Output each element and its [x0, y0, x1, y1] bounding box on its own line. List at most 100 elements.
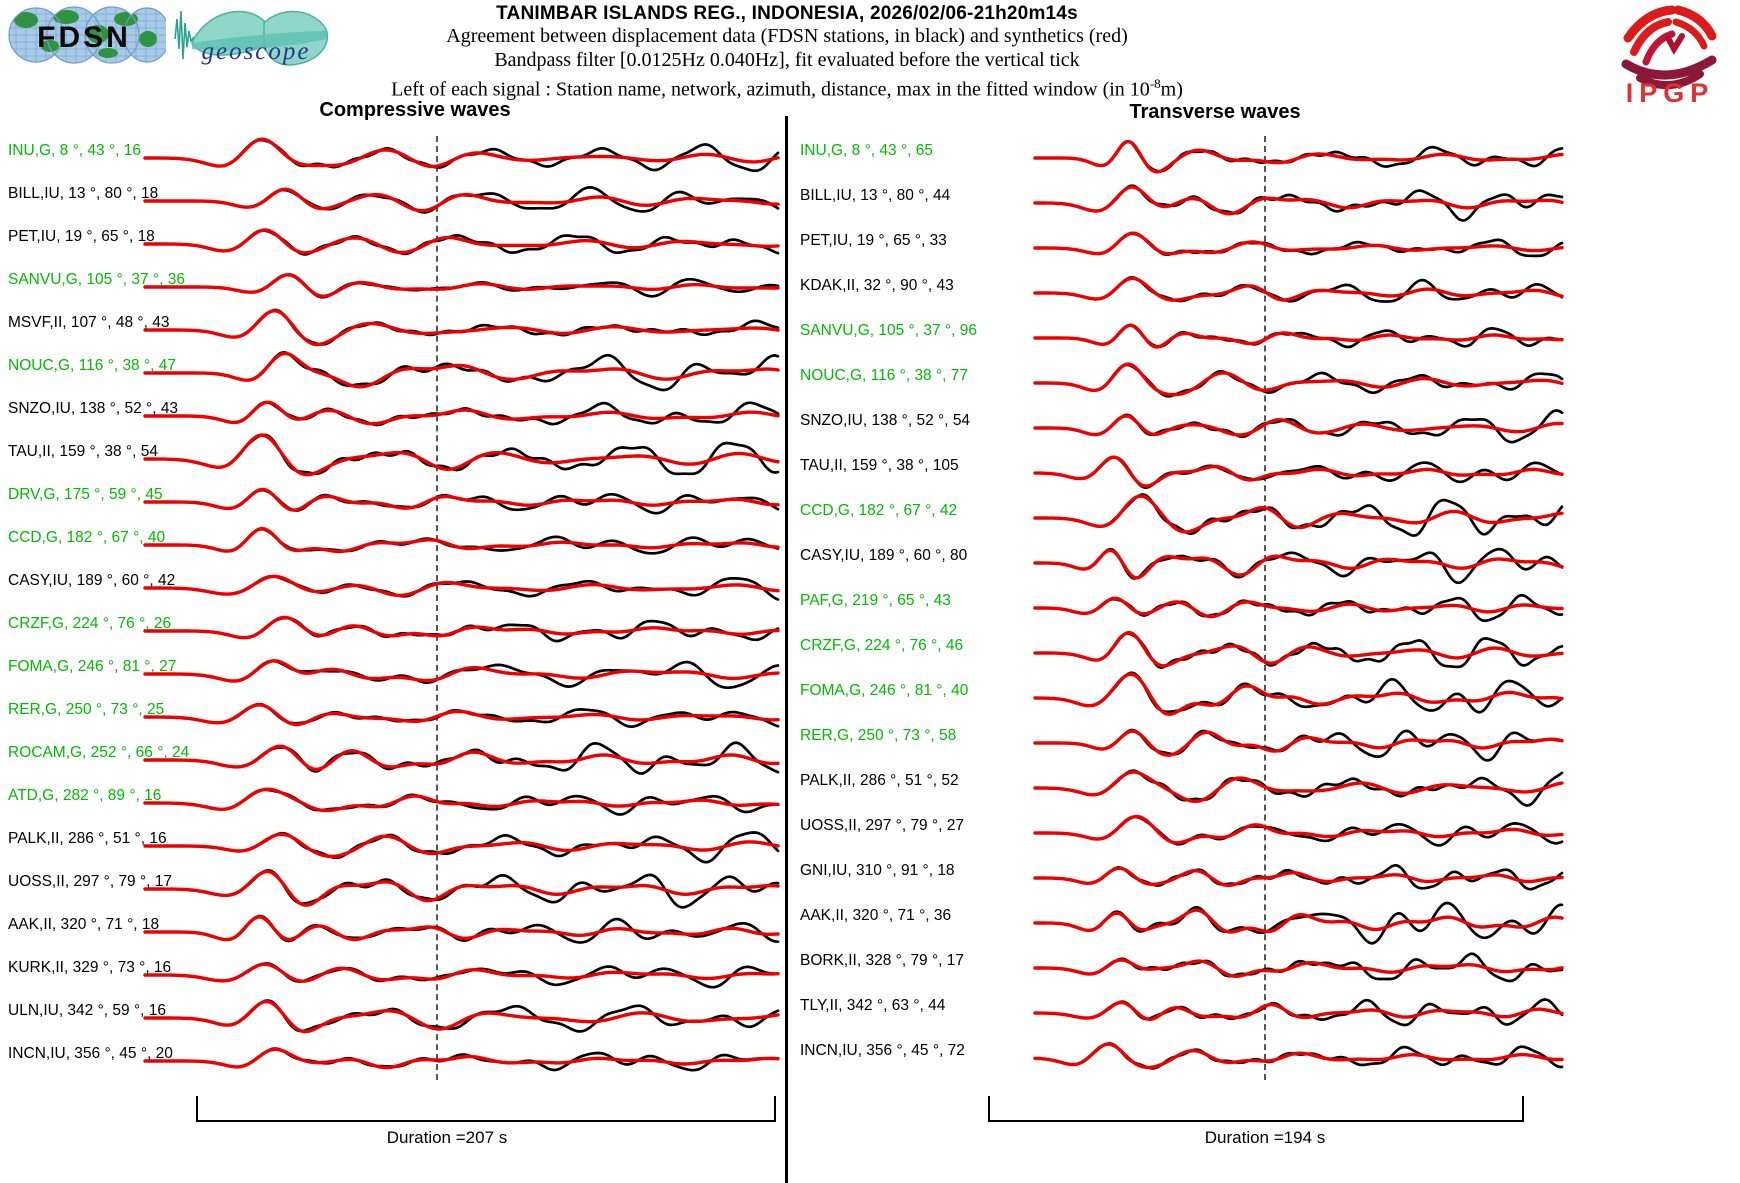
waveform-palk: [143, 831, 780, 864]
data-trace: [1068, 998, 1564, 1027]
synthetic-trace: [1033, 770, 1564, 803]
data-trace: [1068, 863, 1564, 891]
synthetic-trace: [1033, 1000, 1564, 1021]
data-trace: [1068, 139, 1564, 173]
station-label: CRZF,G, 224 °, 76 °, 26: [8, 615, 172, 632]
duration-bracket-right: [988, 1096, 1524, 1122]
synthetic-trace: [143, 832, 780, 859]
station-label: KDAK,II, 32 °, 90 °, 43: [800, 277, 954, 294]
waveform-ccd: [1033, 493, 1564, 537]
data-trace: [1068, 593, 1564, 623]
synthetic-trace: [143, 137, 780, 169]
synthetic-trace: [143, 433, 780, 477]
data-trace: [194, 527, 780, 555]
fit-tick-line-right: [1264, 136, 1266, 1080]
synthetic-trace: [1033, 139, 1564, 174]
waveform-kdak: [1033, 275, 1564, 303]
station-label: ULN,IU, 342 °, 59 °, 16: [8, 1002, 167, 1019]
waveform-casy: [1033, 547, 1564, 585]
waveform-casy: [143, 574, 780, 601]
waveform-tly: [1033, 998, 1564, 1027]
synthetic-trace: [143, 187, 780, 213]
station-label: INU,G, 8 °, 43 °, 65: [800, 142, 934, 159]
waveform-ccd: [143, 526, 780, 555]
fdsn-logo: FDSN: [8, 6, 166, 64]
station-label: CASY,IU, 189 °, 60 °, 80: [800, 547, 968, 564]
station-label: AAK,II, 320 °, 71 °, 18: [8, 916, 160, 933]
legend-exponent: -8: [1149, 76, 1161, 91]
station-label: NOUC,G, 116 °, 38 °, 47: [8, 357, 177, 374]
synthetic-trace: [1033, 548, 1564, 580]
waveform-palk: [1033, 769, 1564, 807]
synthetic-trace: [1033, 908, 1564, 934]
legend-text: Left of each signal : Station name, netw…: [391, 78, 1150, 101]
waveform-uln: [143, 999, 780, 1034]
station-label: BILL,IU, 13 °, 80 °, 18: [8, 185, 159, 202]
waveform-pet: [143, 228, 780, 256]
station-label: CRZF,G, 224 °, 76 °, 46: [800, 637, 964, 654]
station-label: SANVU,G, 105 °, 37 °, 36: [8, 271, 185, 288]
station-label: CCD,G, 182 °, 67 °, 42: [800, 502, 958, 519]
data-trace: [1068, 901, 1564, 945]
station-label: RER,G, 250 °, 73 °, 58: [800, 727, 957, 744]
station-label: TAU,II, 159 °, 38 °, 54: [8, 443, 158, 460]
waveform-nouc: [1033, 362, 1564, 398]
station-label: CCD,G, 182 °, 67 °, 40: [8, 529, 166, 546]
synthetic-trace: [143, 615, 780, 640]
synthetic-trace: [143, 574, 780, 597]
station-label: TLY,II, 342 °, 63 °, 44: [800, 997, 946, 1014]
data-trace: [1068, 632, 1564, 669]
ipgp-logo-text: IPGP: [1626, 78, 1715, 106]
synthetic-trace: [143, 744, 780, 771]
synthetic-trace: [1033, 323, 1564, 349]
legend-unit: m): [1160, 78, 1183, 101]
synthetic-trace: [143, 526, 780, 554]
station-label: UOSS,II, 297 °, 79 °, 17: [8, 873, 173, 890]
waveform-paf: [1033, 593, 1564, 623]
subtitle-bandpass: Bandpass filter [0.0125Hz 0.040Hz], fit …: [494, 48, 1080, 71]
station-label: INCN,IU, 356 °, 45 °, 20: [8, 1045, 173, 1062]
station-label: FOMA,G, 246 °, 81 °, 27: [8, 658, 177, 675]
waveform-bill: [143, 186, 780, 214]
waveform-rocam: [143, 741, 780, 775]
station-label: INCN,IU, 356 °, 45 °, 72: [800, 1042, 965, 1059]
waveform-gni: [1033, 863, 1564, 891]
synthetic-trace: [1033, 414, 1564, 437]
station-label: GNI,IU, 310 °, 91 °, 18: [800, 862, 955, 879]
synthetic-trace: [143, 487, 780, 512]
synthetic-trace: [1033, 729, 1564, 757]
data-trace: [1068, 493, 1564, 537]
data-trace: [1068, 671, 1564, 714]
synthetic-trace: [143, 1047, 780, 1070]
waveform-pet: [1033, 231, 1564, 258]
waveform-crzf: [1033, 630, 1564, 669]
waveform-nouc: [143, 350, 780, 392]
station-label: BILL,IU, 13 °, 80 °, 44: [800, 187, 951, 204]
synthetic-trace: [1033, 596, 1564, 619]
waveform-aak: [143, 914, 780, 944]
synthetic-trace: [1033, 1042, 1564, 1070]
station-label: TAU,II, 159 °, 38 °, 105: [800, 457, 959, 474]
synthetic-trace: [143, 273, 780, 298]
waveform-rer: [143, 702, 780, 728]
waveform-uoss: [143, 869, 780, 909]
synthetic-trace: [143, 999, 780, 1034]
station-label: FOMA,G, 246 °, 81 °, 40: [800, 682, 969, 699]
station-label: AAK,II, 320 °, 71 °, 36: [800, 907, 952, 924]
station-label: SNZO,IU, 138 °, 52 °, 54: [800, 412, 971, 429]
fit-tick-line-left: [436, 136, 438, 1080]
station-label: PALK,II, 286 °, 51 °, 16: [8, 830, 167, 847]
synthetic-trace: [1033, 455, 1564, 488]
station-label: ROCAM,G, 252 °, 66 °, 24: [8, 744, 190, 761]
waveform-rer: [1033, 728, 1564, 762]
column-title-transverse: Transverse waves: [1129, 101, 1301, 123]
station-label: SNZO,IU, 138 °, 52 °, 43: [8, 400, 179, 417]
waveform-foma: [143, 659, 780, 690]
duration-label-right: Duration =194 s: [1204, 1128, 1326, 1147]
synthetic-trace: [1033, 630, 1564, 668]
waveform-kurk: [143, 962, 780, 989]
geoscope-logo-text: geoscope: [201, 38, 310, 65]
synthetic-trace: [1033, 494, 1564, 534]
data-trace: [1068, 455, 1564, 489]
